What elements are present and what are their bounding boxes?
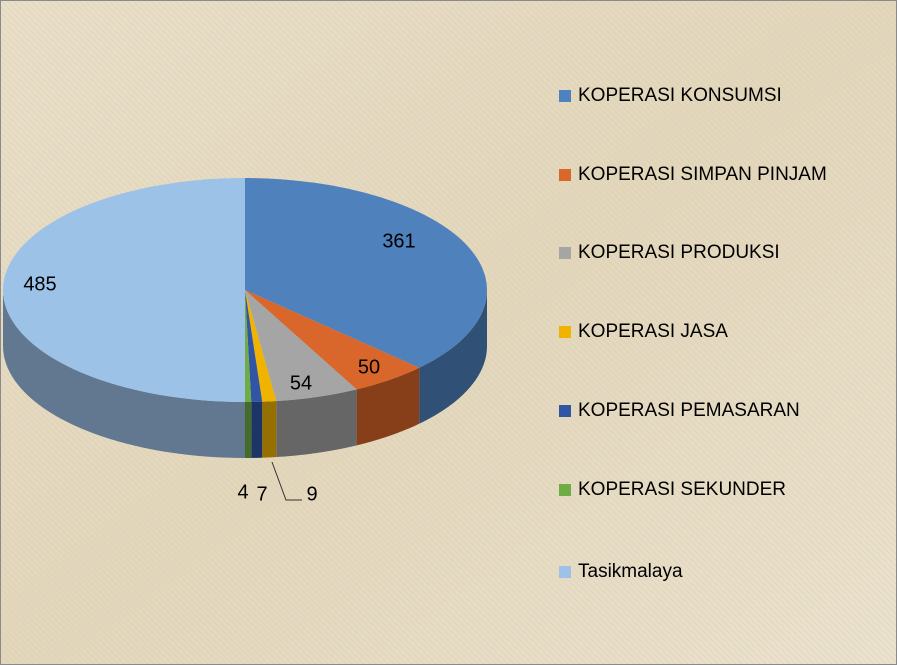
pie: 361 50 54 9 74 485 <box>3 178 487 505</box>
data-label: 54 <box>290 372 312 394</box>
data-label: 361 <box>382 230 415 252</box>
slice <box>245 178 487 368</box>
legend-label: KOPERASI SEKUNDER <box>578 479 786 500</box>
leader-line <box>271 461 302 501</box>
legend-label: KOPERASI SIMPAN PINJAM <box>578 164 827 185</box>
slice <box>3 178 245 402</box>
slice <box>245 290 277 402</box>
slice-side <box>245 401 252 458</box>
data-label: 485 <box>23 273 56 295</box>
legend-label: KOPERASI PRODUKSI <box>578 242 780 263</box>
slice <box>245 290 357 402</box>
slice-side <box>262 401 277 458</box>
legend-label: Tasikmalaya <box>578 561 683 582</box>
slice-side <box>251 401 263 458</box>
legend-swatch <box>559 247 571 259</box>
legend-swatch <box>559 326 571 338</box>
legend: KOPERASI KONSUMSI KOPERASI SIMPAN PINJAM K… <box>559 85 827 582</box>
data-label: 9 <box>306 483 317 505</box>
slice <box>245 290 263 402</box>
legend-swatch <box>559 405 571 417</box>
legend-label: KOPERASI KONSUMSI <box>578 85 782 106</box>
legend-label: KOPERASI PEMASARAN <box>578 400 800 421</box>
slice-side <box>276 389 357 458</box>
legend-swatch <box>559 169 571 181</box>
legend-label: KOPERASI JASA <box>578 321 728 342</box>
slice-side <box>356 367 420 446</box>
data-label: 4 <box>237 481 248 503</box>
data-label: 50 <box>358 356 380 378</box>
slice <box>245 290 420 390</box>
legend-swatch <box>559 566 571 578</box>
slice-side <box>419 290 487 424</box>
slice <box>245 290 252 402</box>
data-label: 7 <box>256 483 267 505</box>
legend-swatch <box>559 90 571 102</box>
legend-swatch <box>559 484 571 496</box>
slice-side <box>3 290 245 458</box>
